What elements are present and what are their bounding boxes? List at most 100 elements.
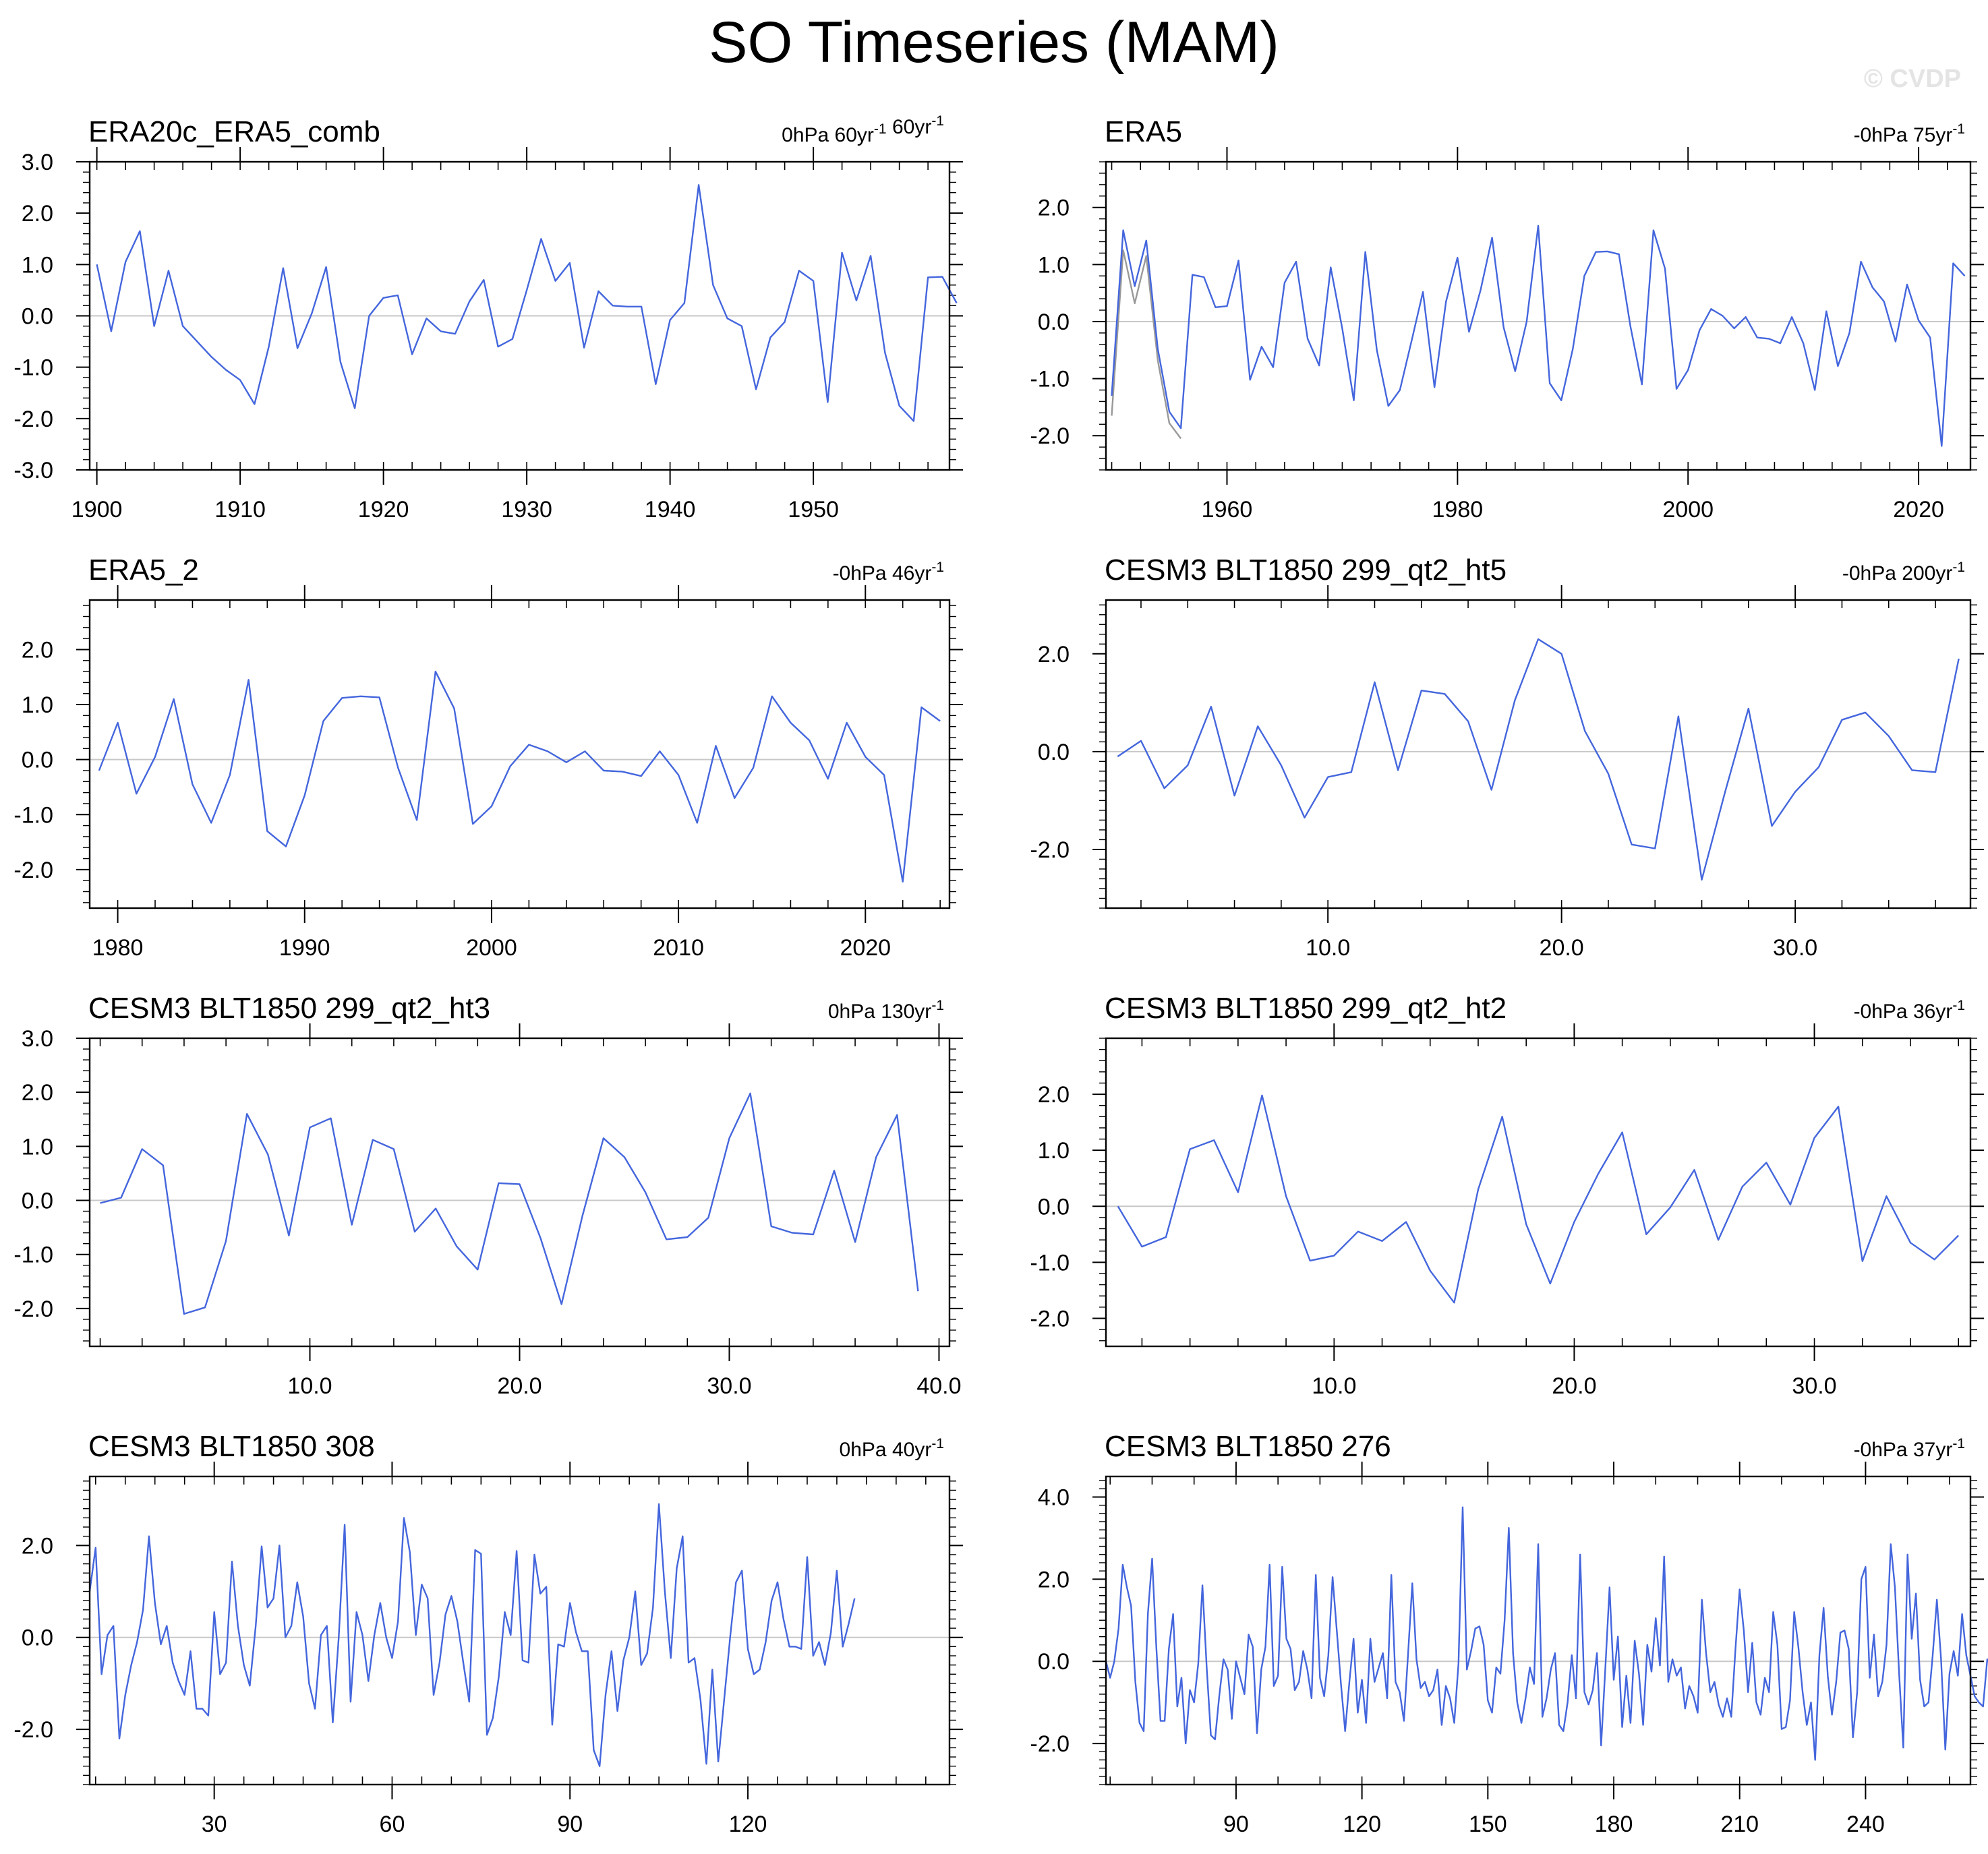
y-tick-label: -2.0: [13, 1717, 53, 1743]
y-tick-label: 1.0: [22, 692, 53, 718]
series-line: [96, 184, 958, 422]
series-line: [1117, 638, 1960, 881]
plot-frame: [1105, 599, 1972, 909]
y-tick-label: 0.0: [1038, 1194, 1070, 1220]
y-tick-label: -2.0: [13, 1296, 53, 1322]
info-text: -0hPa 37yr: [1854, 1439, 1953, 1461]
y-tick-label: -2.0: [1030, 837, 1070, 863]
watermark: © CVDP: [1863, 65, 1961, 93]
x-tick-label: 150: [1469, 1812, 1507, 1837]
y-tick-label: 2.0: [22, 201, 53, 227]
plot-frame: [88, 160, 951, 471]
x-tick-label: 2020: [840, 935, 891, 961]
x-tick-label: 240: [1846, 1812, 1885, 1837]
panel-5: CESM3 BLT1850 299_qt2_ht3 0hPa 130yr-1 10.…: [13, 992, 963, 1399]
panel-info: -0hPa 75yr-1: [1854, 121, 1965, 146]
y-tick-label: -2.0: [1030, 1306, 1070, 1332]
panel-info: 0hPa 130yr-1: [828, 998, 944, 1023]
info-exponent: -1: [1952, 998, 1965, 1013]
y-tick-label: -2.0: [13, 858, 53, 883]
y-tick-label: 2.0: [22, 637, 53, 663]
y-tick-label: 0.0: [22, 1189, 53, 1214]
y-tick-label: 3.0: [22, 150, 53, 175]
y-tick-label: 0.0: [22, 1625, 53, 1651]
y-tick-label: 1.0: [1038, 1138, 1070, 1164]
info-text: 0hPa 130yr: [828, 1000, 931, 1023]
y-tick-label: -1.0: [13, 802, 53, 828]
y-tick-label: 1.0: [22, 1134, 53, 1160]
info-text: 0hPa 60yr: [782, 124, 874, 146]
panel-title: ERA20c_ERA5_comb: [88, 115, 380, 148]
x-tick-label: 1900: [71, 497, 123, 522]
panel-info: -0hPa 37yr-1: [1854, 1436, 1965, 1461]
info-text: 0hPa 40yr: [840, 1439, 932, 1461]
x-tick-label: 180: [1595, 1812, 1633, 1837]
info-exponent: -1: [931, 560, 944, 575]
y-tick-label: -3.0: [13, 458, 53, 483]
x-tick-label: 210: [1720, 1812, 1759, 1837]
panel-4: CESM3 BLT1850 299_qt2_ht5 -0hPa 200yr-1 10…: [1030, 554, 1984, 961]
y-tick-label: -1.0: [1030, 1250, 1070, 1276]
panel-info: -0hPa 200yr-1: [1842, 560, 1965, 585]
x-tick-label: 1990: [279, 935, 330, 961]
y-tick-label: 2.0: [1038, 196, 1070, 221]
y-tick-label: 2.0: [1038, 1567, 1070, 1592]
y-tick-label: -1.0: [1030, 367, 1070, 392]
info-exponent: -1: [931, 998, 944, 1013]
x-tick-label: 20.0: [497, 1373, 542, 1399]
x-tick-label: 20.0: [1552, 1373, 1596, 1399]
x-tick-label: 1940: [645, 497, 696, 522]
x-tick-label: 20.0: [1540, 935, 1584, 961]
info-text: -0hPa 200yr: [1842, 562, 1952, 585]
series-line: [1111, 225, 1966, 447]
x-tick-label: 2010: [653, 935, 704, 961]
y-tick-label: -2.0: [1030, 1731, 1070, 1757]
panel-3: ERA5_2 -0hPa 46yr-1 1980 1990 2000 2010 2020 -2…: [13, 554, 963, 961]
plot-frame: [88, 1475, 951, 1786]
info-text: 60yr: [887, 116, 932, 138]
y-tick-label: -2.0: [13, 407, 53, 432]
panel-title: CESM3 BLT1850 276: [1105, 1430, 1391, 1463]
panel-title: ERA5_2: [88, 554, 199, 587]
info-exponent: -1: [1952, 560, 1965, 575]
x-tick-label: 1950: [788, 497, 839, 522]
panel-2: ERA5 -0hPa 75yr-1 1960 1980 2000 2020 -2.0 -1.0…: [1030, 115, 1984, 522]
panel-6: CESM3 BLT1850 299_qt2_ht2 -0hPa 36yr-1 10.…: [1030, 992, 1984, 1399]
x-tick-label: 2000: [466, 935, 517, 961]
info-exponent: -1: [931, 1436, 944, 1452]
panel-info: 0hPa 40yr-1: [840, 1436, 944, 1461]
plot-frame: [88, 1037, 951, 1348]
x-tick-label: 1910: [214, 497, 266, 522]
y-tick-label: -1.0: [13, 355, 53, 381]
plot-frame: [1105, 1475, 1972, 1786]
plot-frame: [88, 599, 951, 909]
panel-title: CESM3 BLT1850 299_qt2_ht5: [1105, 554, 1507, 587]
x-tick-label: 40.0: [916, 1373, 961, 1399]
x-tick-label: 2020: [1893, 497, 1944, 522]
x-tick-label: 1930: [501, 497, 552, 522]
plot-frame: [1105, 160, 1972, 471]
x-tick-label: 120: [729, 1812, 767, 1837]
y-tick-label: 1.0: [1038, 252, 1070, 278]
x-tick-label: 60: [380, 1812, 405, 1837]
panel-title: ERA5: [1105, 115, 1182, 148]
series-line: [1105, 1506, 1988, 1761]
y-tick-label: 0.0: [1038, 1649, 1070, 1675]
x-tick-label: 30.0: [707, 1373, 751, 1399]
y-tick-label: 4.0: [1038, 1485, 1070, 1510]
series-line: [1117, 1094, 1960, 1304]
y-tick-label: 2.0: [1038, 1082, 1070, 1108]
x-tick-label: 1980: [1432, 497, 1484, 522]
info-text: -0hPa 36yr: [1854, 1000, 1953, 1023]
panel-7: CESM3 BLT1850 308 0hPa 40yr-1 30 60 90 120 -2.…: [13, 1430, 963, 1837]
info-exponent: -1: [1952, 1436, 1965, 1452]
x-tick-label: 1980: [92, 935, 144, 961]
info-text: -0hPa 46yr: [833, 562, 932, 585]
panel-8: CESM3 BLT1850 276 -0hPa 37yr-1 90 120 150 180…: [1030, 1430, 1988, 1837]
secondary-series-line: [1111, 249, 1182, 440]
x-tick-label: 30.0: [1773, 935, 1817, 961]
x-tick-label: 120: [1343, 1812, 1381, 1837]
series-line: [88, 1503, 856, 1767]
y-tick-label: -1.0: [13, 1243, 53, 1268]
